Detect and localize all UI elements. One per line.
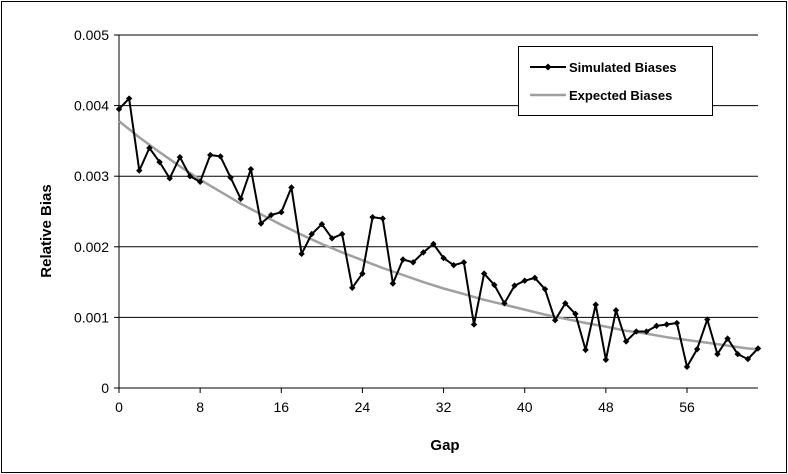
- simulated-point-12: [237, 195, 244, 202]
- simulated-point-7: [186, 173, 194, 180]
- simulated-point-63: [754, 345, 762, 352]
- simulated-point-17: [288, 184, 295, 191]
- simulated-point-51: [633, 328, 640, 335]
- simulated-point-55: [673, 319, 681, 327]
- simulated-point-28: [399, 256, 407, 263]
- simulated-point-24: [359, 270, 366, 277]
- simulated-point-2: [136, 167, 143, 174]
- simulated-point-33: [450, 261, 457, 269]
- simulated-point-19: [308, 230, 315, 238]
- y-tick-label-1: 0.001: [74, 309, 109, 325]
- simulated-point-27: [389, 280, 397, 287]
- x-tick-label-1: 8: [196, 399, 204, 415]
- axes: [114, 34, 758, 393]
- x-tick-label-0: 0: [115, 399, 123, 415]
- x-tick-label-7: 56: [679, 399, 695, 415]
- simulated-point-6: [176, 153, 184, 161]
- simulated-point-39: [511, 282, 518, 289]
- simulated-point-0: [115, 105, 123, 113]
- x-tick-label-2: 16: [273, 399, 289, 415]
- legend: Simulated Biases Expected Biases: [518, 46, 713, 116]
- x-tick-label-4: 32: [436, 399, 452, 415]
- simulated-point-13: [247, 165, 255, 173]
- legend-swatch-simulated: [530, 63, 566, 71]
- series-simulated-biases: [115, 95, 762, 371]
- legend-item-simulated: Simulated Biases: [529, 57, 677, 77]
- simulated-point-14: [257, 220, 265, 227]
- x-axis-title: Gap: [430, 437, 459, 454]
- simulated-point-56: [683, 363, 691, 371]
- simulated-point-41: [531, 274, 539, 282]
- x-tick-label-6: 48: [598, 399, 614, 415]
- simulated-point-26: [379, 215, 386, 222]
- simulated-point-4: [156, 158, 163, 166]
- simulated-biases-line: [118, 97, 759, 368]
- simulated-point-49: [612, 307, 620, 314]
- simulated-point-22: [338, 230, 346, 238]
- simulated-point-29: [409, 259, 417, 266]
- simulated-point-35: [470, 321, 478, 328]
- simulated-point-62: [744, 355, 752, 363]
- simulated-point-3: [146, 144, 153, 152]
- simulated-point-16: [278, 209, 285, 216]
- simulated-point-21: [328, 235, 336, 242]
- y-tick-label-0: 0: [101, 380, 109, 396]
- simulated-point-31: [430, 240, 437, 248]
- legend-item-expected: Expected Biases: [529, 85, 672, 105]
- expected-biases-line: [118, 120, 759, 351]
- simulated-point-42: [541, 285, 549, 293]
- simulated-point-47: [592, 301, 599, 308]
- simulated-point-34: [460, 259, 468, 266]
- simulated-point-10: [217, 153, 224, 160]
- simulated-point-20: [318, 221, 326, 228]
- x-tick-labels: 0 8 16 24 32 40 48 56: [115, 399, 695, 415]
- simulated-point-11: [227, 174, 234, 181]
- simulated-point-45: [572, 310, 579, 318]
- y-axis-title: Relative Bias: [38, 184, 55, 277]
- simulated-point-50: [622, 338, 630, 345]
- simulated-point-5: [166, 175, 173, 182]
- simulated-point-57: [693, 345, 701, 353]
- y-tick-label-2: 0.002: [74, 239, 109, 255]
- simulated-point-38: [501, 300, 508, 307]
- simulated-point-32: [440, 254, 447, 262]
- legend-label-simulated: Simulated Biases: [569, 59, 677, 75]
- y-tick-labels: 0 0.001 0.002 0.003 0.004 0.005: [74, 27, 109, 396]
- simulated-point-59: [714, 350, 721, 358]
- x-tick-label-5: 40: [517, 399, 533, 415]
- legend-swatch-expected: [530, 93, 566, 97]
- series-expected-biases: [118, 120, 759, 351]
- simulated-point-1: [125, 95, 133, 102]
- simulated-point-44: [562, 300, 569, 307]
- simulated-point-43: [551, 317, 559, 324]
- simulated-point-8: [196, 178, 204, 186]
- legend-label-expected: Expected Biases: [569, 87, 673, 103]
- simulated-point-36: [480, 270, 488, 277]
- y-tick-label-5: 0.005: [74, 27, 109, 43]
- simulated-point-48: [602, 356, 610, 363]
- simulated-point-46: [582, 346, 589, 354]
- simulated-point-61: [734, 350, 741, 358]
- simulated-point-52: [643, 328, 650, 335]
- simulated-point-18: [298, 250, 305, 258]
- simulated-point-15: [267, 211, 275, 219]
- x-tick-label-3: 24: [355, 399, 371, 415]
- simulated-point-25: [369, 213, 376, 221]
- simulated-point-53: [653, 322, 660, 330]
- simulated-point-40: [521, 277, 528, 284]
- simulated-point-58: [704, 316, 711, 323]
- simulated-point-23: [349, 284, 356, 291]
- y-tick-label-4: 0.004: [74, 98, 109, 114]
- simulated-point-54: [663, 321, 670, 328]
- simulated-point-60: [724, 335, 731, 342]
- y-tick-label-3: 0.003: [74, 168, 109, 184]
- simulated-point-30: [420, 249, 427, 256]
- simulated-point-37: [491, 281, 498, 289]
- simulated-point-9: [207, 151, 214, 159]
